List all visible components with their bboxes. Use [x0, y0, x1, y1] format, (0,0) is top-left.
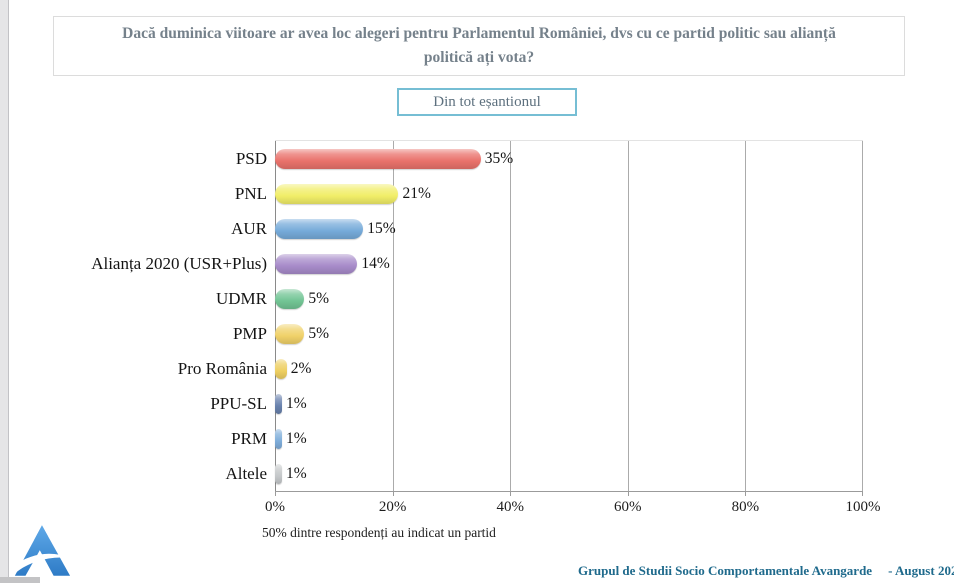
axis-tick [627, 491, 629, 496]
value-label: 2% [290, 359, 312, 377]
x-axis-labels: 0% 20% 40% 60% 80% 100% [265, 499, 881, 519]
bar [275, 148, 481, 169]
x-tick-label: 60% [614, 499, 642, 515]
value-label: 21% [402, 184, 431, 202]
page-left-edge [0, 0, 9, 583]
value-label: 5% [308, 289, 330, 307]
category-label: PPU-SL [210, 393, 267, 413]
chart-footnote: 50% dintre respondenți au indicat un par… [262, 525, 496, 540]
sample-filter-label: Din tot eșantionul [433, 93, 541, 110]
plot-area: PSD 35% PNL 21% AUR 15% Alianța 2020 (USR+Plus… [91, 140, 881, 515]
axis-tick [510, 491, 512, 496]
bar-rows: PSD 35% PNL 21% AUR 15% Alianța 2020 (USR+Plus… [91, 141, 863, 491]
bar-row: PNL 21% [235, 176, 863, 211]
sample-filter-badge: Din tot eșantionul [397, 88, 577, 116]
bar-row: Pro România 2% [178, 351, 863, 386]
category-label: Altele [225, 463, 267, 483]
category-label: PNL [234, 183, 267, 203]
category-label: Pro România [177, 358, 267, 378]
value-label: 35% [484, 149, 514, 167]
bar-row: PMP 5% [233, 316, 863, 351]
category-label: PMP [232, 323, 267, 343]
x-tick-label: 20% [378, 499, 407, 515]
category-label: PSD [235, 148, 267, 168]
axis-tick [745, 491, 747, 496]
gridline [745, 141, 747, 491]
bar [275, 393, 282, 414]
bar [275, 323, 305, 344]
x-tick-label: 40% [496, 499, 524, 515]
bar-row: PPU-SL 1% [210, 386, 863, 421]
axis-tick [392, 491, 394, 496]
axis-tick [862, 491, 863, 496]
bar-row: PRM 1% [231, 421, 863, 456]
footer-source-date: - August 202 [888, 563, 954, 578]
gridline [627, 141, 629, 491]
value-label: 15% [367, 219, 396, 237]
bar-row: UDMR 5% [216, 281, 863, 316]
question-title: Dacă duminica viitoare ar avea loc alege… [122, 24, 836, 66]
bar [275, 428, 282, 449]
axis-tick [275, 491, 276, 496]
avangarde-a-logo [11, 525, 71, 576]
value-label: 1% [286, 394, 307, 412]
value-label: 1% [286, 429, 307, 447]
page-corner-chip [0, 577, 40, 583]
y-axis-line [275, 141, 276, 491]
bar [275, 218, 364, 239]
bar [275, 288, 305, 309]
x-tick-label: 80% [731, 499, 760, 515]
category-label: UDMR [215, 288, 267, 308]
bar-row: PSD 35% [236, 141, 863, 176]
bar [275, 463, 282, 484]
bar [275, 183, 399, 204]
value-label: 1% [286, 464, 307, 482]
category-label: Alianța 2020 (USR+Plus) [91, 253, 267, 273]
bar-row: Altele 1% [225, 456, 863, 491]
bar [275, 358, 287, 379]
bar [275, 253, 358, 274]
category-label: AUR [231, 218, 267, 238]
value-label: 14% [361, 254, 390, 272]
x-tick-label: 100% [845, 499, 881, 515]
gridline [862, 141, 863, 491]
bar-row: Alianța 2020 (USR+Plus) 14% [91, 246, 863, 281]
question-title-box: Dacă duminica viitoare ar avea loc alege… [53, 16, 905, 76]
gridline [392, 141, 394, 491]
bar-row: AUR 15% [231, 211, 863, 246]
category-label: PRM [231, 428, 267, 448]
value-label: 5% [308, 324, 330, 342]
footer-source-org: Grupul de Studii Socio Comportamentale A… [578, 563, 873, 578]
gridline [510, 141, 512, 491]
x-tick-label: 0% [265, 499, 285, 515]
footer-source: Grupul de Studii Socio Comportamentale A… [578, 563, 954, 579]
